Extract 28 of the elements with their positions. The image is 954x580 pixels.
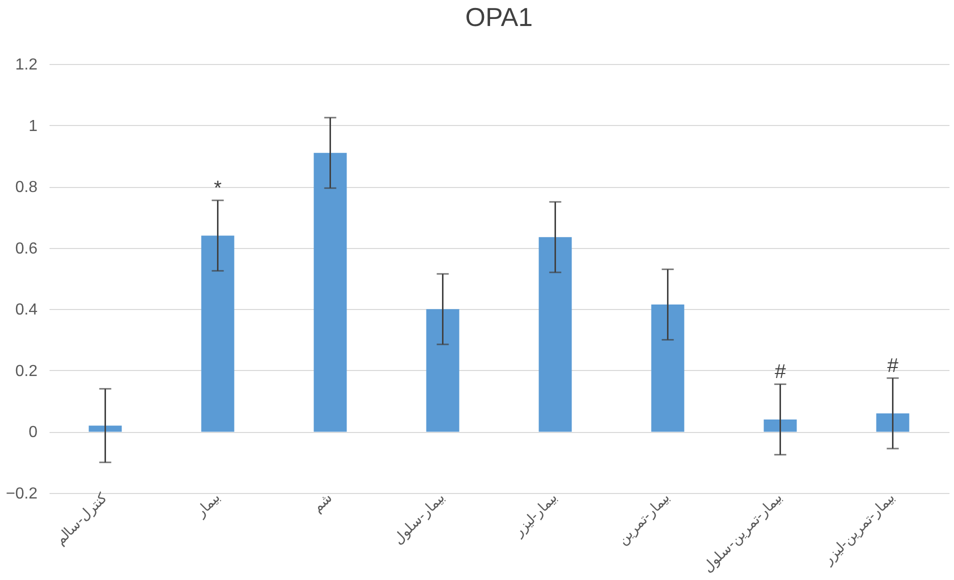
y-tick-label: 1.2	[15, 56, 38, 74]
x-tick-label: بیمار-تمرین-لیزر	[818, 489, 898, 569]
x-tick-label: بیمار	[192, 489, 224, 521]
y-tick-label: 0.2	[15, 362, 38, 380]
x-tick-label: بیمار-تمرین	[614, 489, 674, 548]
y-tick-label: −0.2	[6, 486, 38, 502]
annotation: #	[887, 355, 900, 378]
y-tick-label: 0	[28, 424, 38, 442]
x-tick-label: کنترل-سالم	[52, 489, 111, 548]
y-tick-label: 1	[28, 118, 38, 135]
x-tick-label: بیمار-سلول	[390, 489, 448, 548]
bar	[876, 413, 910, 432]
bar	[88, 426, 122, 432]
bar	[538, 237, 572, 432]
bar	[651, 304, 684, 432]
x-tick-label: شم	[309, 489, 336, 516]
bar	[314, 152, 347, 432]
bar	[201, 236, 234, 432]
bar	[426, 309, 460, 432]
annotation: *	[214, 177, 222, 200]
y-tick-label: 0.8	[15, 179, 38, 196]
chart-title: OPA1	[465, 2, 533, 32]
x-tick-label: بیمار-لیزر	[510, 489, 561, 541]
y-tick-label: 0.6	[15, 240, 38, 258]
bar	[764, 419, 797, 432]
x-tick-label: بیمار-تمرین-سلول	[699, 489, 786, 576]
y-tick-label: 0.4	[15, 302, 38, 319]
annotation: #	[774, 361, 787, 384]
